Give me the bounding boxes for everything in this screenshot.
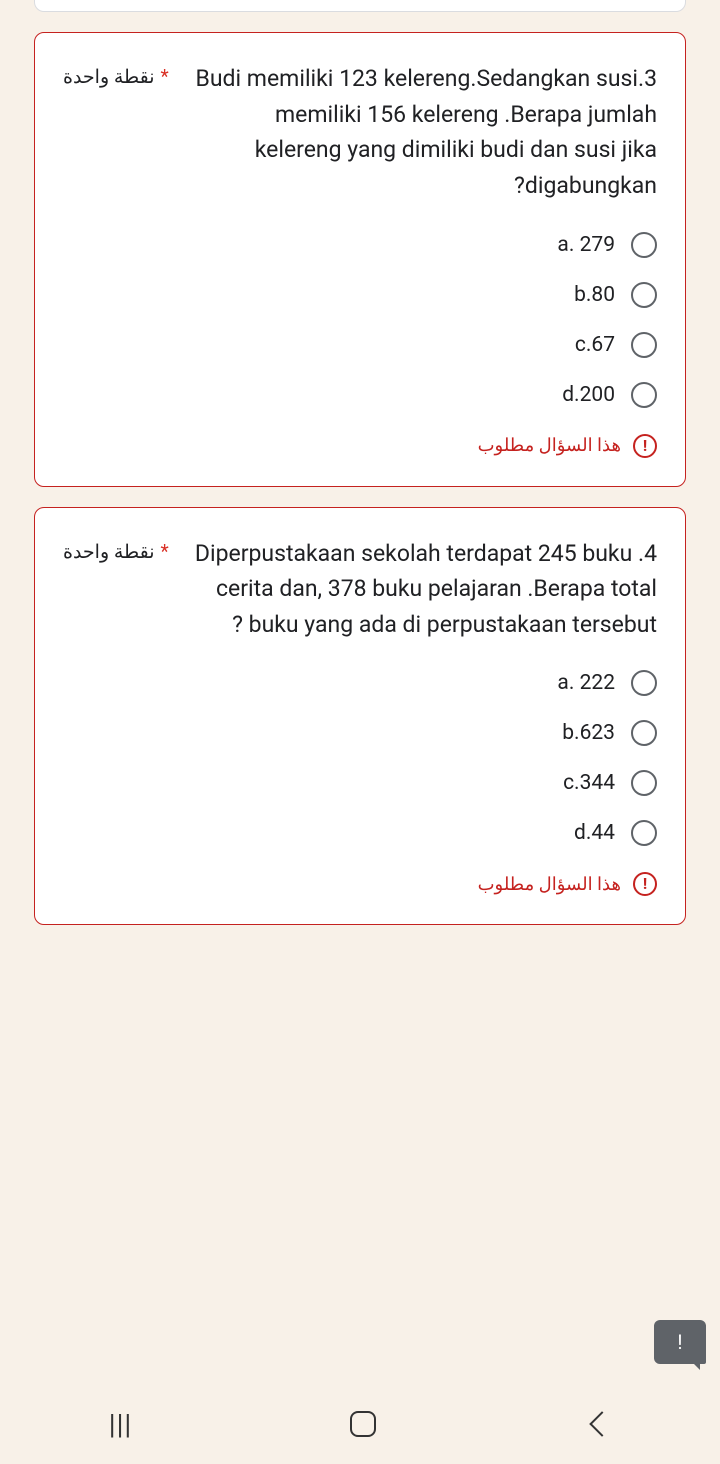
radio-icon[interactable]: [631, 670, 657, 696]
option[interactable]: c.67: [63, 332, 657, 358]
radio-icon[interactable]: [631, 382, 657, 408]
question-text: 4. Diperpustakaan sekolah terdapat 245 b…: [183, 536, 657, 643]
option[interactable]: b.623: [63, 720, 657, 746]
option-label: b.80: [574, 283, 615, 307]
question-header: 3.Budi memiliki 123 kelereng.Sedangkan s…: [63, 61, 657, 204]
error-text: هذا السؤال مطلوب: [478, 435, 621, 456]
points-label: نقطة واحدة: [63, 540, 155, 563]
options-list: a. 222 b.623 c.344 d.44: [63, 670, 657, 846]
options-list: a. 279 b.80 c.67 d.200: [63, 232, 657, 408]
radio-icon[interactable]: [631, 820, 657, 846]
back-button[interactable]: [589, 1411, 614, 1436]
error-text: هذا السؤال مطلوب: [478, 874, 621, 895]
option[interactable]: a. 222: [63, 670, 657, 696]
radio-icon[interactable]: [631, 232, 657, 258]
error-row: ! هذا السؤال مطلوب: [63, 872, 657, 896]
required-asterisk: *: [161, 65, 169, 88]
radio-icon[interactable]: [631, 282, 657, 308]
points-label: نقطة واحدة: [63, 65, 155, 88]
home-button[interactable]: [350, 1411, 376, 1437]
radio-icon[interactable]: [631, 332, 657, 358]
option-label: c.344: [563, 771, 615, 795]
required-asterisk: *: [161, 540, 169, 563]
warning-icon: !: [633, 872, 657, 896]
question-text: 3.Budi memiliki 123 kelereng.Sedangkan s…: [183, 61, 657, 204]
prev-card-bottom: [34, 0, 686, 12]
option[interactable]: c.344: [63, 770, 657, 796]
option-label: b.623: [562, 721, 615, 745]
recents-button[interactable]: |||: [109, 1408, 133, 1441]
option-label: d.44: [574, 821, 615, 845]
option[interactable]: a. 279: [63, 232, 657, 258]
option-label: a. 279: [557, 233, 615, 257]
warning-icon: !: [633, 434, 657, 458]
radio-icon[interactable]: [631, 770, 657, 796]
android-nav-bar: |||: [0, 1384, 720, 1464]
question-card-1: 3.Budi memiliki 123 kelereng.Sedangkan s…: [34, 32, 686, 487]
report-fab-icon[interactable]: !: [654, 1320, 706, 1364]
option-label: c.67: [575, 333, 615, 357]
question-header: 4. Diperpustakaan sekolah terdapat 245 b…: [63, 536, 657, 643]
option[interactable]: b.80: [63, 282, 657, 308]
points-badge: * نقطة واحدة: [63, 61, 169, 204]
error-row: ! هذا السؤال مطلوب: [63, 434, 657, 458]
option[interactable]: d.44: [63, 820, 657, 846]
option-label: d.200: [562, 383, 615, 407]
option-label: a. 222: [557, 671, 615, 695]
option[interactable]: d.200: [63, 382, 657, 408]
points-badge: * نقطة واحدة: [63, 536, 169, 643]
question-card-2: 4. Diperpustakaan sekolah terdapat 245 b…: [34, 507, 686, 926]
radio-icon[interactable]: [631, 720, 657, 746]
